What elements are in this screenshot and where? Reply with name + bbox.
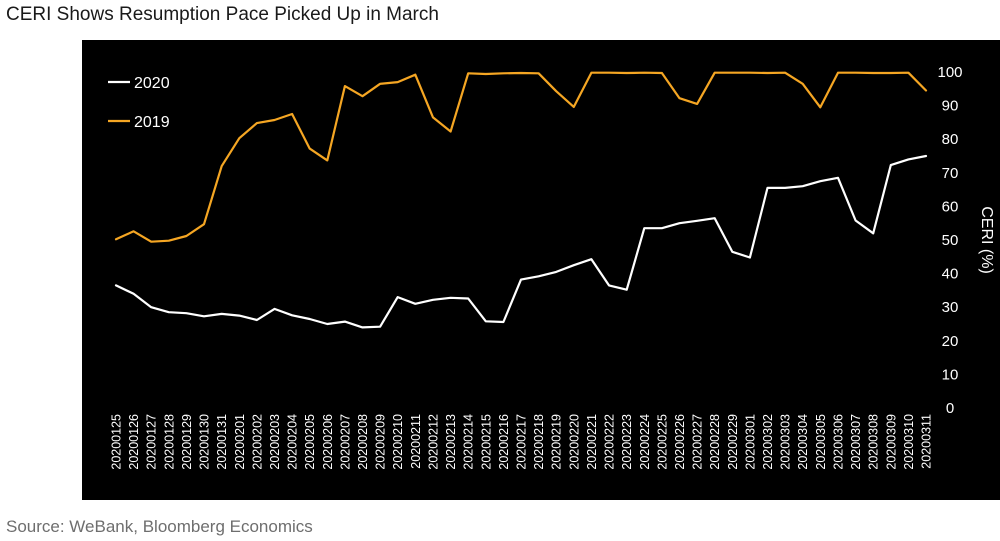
x-tick-label: 20200229 <box>726 414 740 470</box>
x-tick-label: 20200223 <box>620 414 634 470</box>
y-tick-label: 60 <box>942 198 959 215</box>
x-tick-label: 20200225 <box>655 414 669 470</box>
x-tick-label: 20200304 <box>796 414 810 470</box>
x-tick-label: 20200306 <box>831 414 845 470</box>
y-tick-label: 0 <box>946 400 954 417</box>
x-tick-label: 20200129 <box>180 414 194 470</box>
x-tick-label: 20200307 <box>849 414 863 470</box>
y-tick-label: 30 <box>942 299 959 316</box>
chart-title: CERI Shows Resumption Pace Picked Up in … <box>6 4 439 25</box>
x-tick-label: 20200128 <box>162 414 176 470</box>
x-tick-label: 20200305 <box>814 414 828 470</box>
x-tick-label: 20200125 <box>110 414 124 470</box>
x-tick-label: 20200201 <box>233 414 247 470</box>
y-tick-label: 20 <box>942 333 959 350</box>
x-tick-label: 20200303 <box>779 414 793 470</box>
x-tick-label: 20200210 <box>391 414 405 470</box>
x-tick-label: 20200218 <box>532 414 546 470</box>
x-tick-label: 20200301 <box>743 414 757 470</box>
legend-label-2020: 2020 <box>134 75 170 92</box>
x-tick-label: 20200310 <box>902 414 916 470</box>
x-tick-label: 20200214 <box>462 414 476 470</box>
x-tick-label: 20200220 <box>567 414 581 470</box>
x-tick-label: 20200212 <box>426 414 440 470</box>
x-tick-label: 20200204 <box>286 414 300 470</box>
x-tick-label: 20200215 <box>479 414 493 470</box>
x-tick-label: 20200209 <box>374 414 388 470</box>
x-tick-label: 20200211 <box>409 414 423 469</box>
series-line-2019 <box>114 71 928 243</box>
x-tick-label: 20200217 <box>515 414 529 470</box>
x-tick-label: 20200221 <box>585 414 599 470</box>
x-tick-label: 20200203 <box>268 414 282 470</box>
series-line-2020 <box>114 154 928 329</box>
x-tick-label: 20200127 <box>145 414 159 470</box>
x-tick-label: 20200206 <box>321 414 335 470</box>
y-tick-label: 90 <box>942 98 959 115</box>
x-tick-label: 20200309 <box>884 414 898 470</box>
x-tick-label: 20200302 <box>761 414 775 470</box>
x-tick-label: 20200226 <box>673 414 687 470</box>
x-tick-label: 20200213 <box>444 414 458 470</box>
x-tick-label: 20200130 <box>198 414 212 470</box>
y-axis-label: CERI (%) <box>978 206 995 274</box>
y-tick-label: 40 <box>942 266 959 283</box>
y-tick-label: 100 <box>937 64 962 81</box>
legend-label-2019: 2019 <box>134 114 170 131</box>
x-tick-label: 20200216 <box>497 414 511 470</box>
x-tick-label: 20200308 <box>867 414 881 470</box>
x-tick-label: 20200131 <box>215 414 229 470</box>
x-tick-label: 20200205 <box>303 414 317 470</box>
x-tick-label: 20200207 <box>338 414 352 470</box>
y-tick-label: 80 <box>942 131 959 148</box>
x-tick-label: 20200202 <box>250 414 264 470</box>
x-tick-label: 20200311 <box>920 414 934 469</box>
x-tick-label: 20200208 <box>356 414 370 470</box>
x-tick-label: 20200228 <box>708 414 722 470</box>
x-tick-label: 20200222 <box>603 414 617 470</box>
y-tick-label: 50 <box>942 232 959 249</box>
x-tick-label: 20200224 <box>638 414 652 470</box>
x-tick-label: 20200227 <box>691 414 705 470</box>
x-tick-label: 20200126 <box>127 414 141 470</box>
chart-panel: 0 10 20 30 40 50 60 70 80 90 100 CERI (%) 20200125 20… <box>82 40 1000 500</box>
y-tick-label: 70 <box>942 165 959 182</box>
source-note: Source: WeBank, Bloomberg Economics <box>6 517 313 536</box>
x-tick-label: 20200219 <box>550 414 564 470</box>
y-tick-label: 10 <box>942 366 959 383</box>
